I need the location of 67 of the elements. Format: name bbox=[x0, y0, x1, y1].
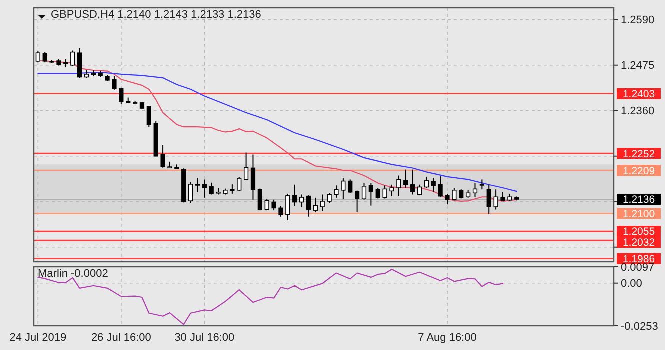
line-series bbox=[38, 268, 504, 326]
candlestick bbox=[272, 199, 276, 212]
candlestick bbox=[160, 144, 166, 168]
candlestick bbox=[396, 175, 402, 197]
candlestick bbox=[452, 188, 457, 202]
y-tick-label: 1.2360 bbox=[621, 106, 655, 118]
ref-line-label: 1.2032 bbox=[622, 237, 656, 250]
candlestick bbox=[119, 87, 124, 105]
y-tick-label: 1.2590 bbox=[621, 14, 655, 27]
x-tick-label: 26 Jul 16:00 bbox=[91, 332, 152, 344]
candlestick bbox=[404, 169, 408, 189]
candlestick bbox=[70, 50, 76, 67]
candlestick bbox=[306, 195, 312, 218]
candlestick bbox=[36, 51, 40, 64]
candlestick bbox=[382, 185, 388, 200]
candlestick bbox=[438, 176, 443, 198]
candlestick bbox=[354, 190, 360, 214]
ref-line-label: 1.2136 bbox=[622, 194, 656, 206]
candlestick bbox=[368, 182, 374, 206]
candlestick bbox=[188, 182, 194, 204]
candlestick bbox=[230, 184, 235, 194]
x-tick-label: 24 Jul 2019 bbox=[10, 332, 67, 344]
candlestick bbox=[258, 188, 262, 212]
ref-line-label: 1.2055 bbox=[622, 226, 656, 238]
candlestick bbox=[250, 154, 256, 200]
candlestick bbox=[286, 193, 290, 221]
x-tick-label: 7 Aug 16:00 bbox=[418, 332, 477, 344]
candlestick bbox=[299, 194, 304, 208]
candlestick bbox=[424, 176, 429, 189]
candlestick bbox=[244, 152, 249, 181]
candlestick bbox=[202, 179, 207, 198]
candlestick bbox=[237, 176, 242, 192]
candlestick bbox=[410, 169, 416, 196]
candlestick bbox=[334, 185, 339, 198]
candlestick bbox=[494, 189, 498, 210]
candlestick bbox=[42, 52, 48, 64]
candlestick bbox=[327, 192, 332, 204]
candlestick bbox=[313, 197, 318, 214]
candlestick bbox=[500, 192, 506, 202]
x-tick-label: 30 Jul 16:00 bbox=[174, 332, 235, 344]
ref-line-label: 1.2403 bbox=[622, 88, 656, 101]
ref-line-label: 1.2252 bbox=[622, 148, 656, 160]
candlestick bbox=[264, 198, 270, 212]
candlestick bbox=[431, 178, 436, 193]
candlestick bbox=[417, 184, 422, 196]
ref-line-label: 1.2100 bbox=[622, 208, 656, 220]
y-tick-label: 0.00 bbox=[621, 278, 642, 290]
candlestick bbox=[341, 178, 346, 200]
ref-line-label: 1.2209 bbox=[622, 165, 656, 178]
candlestick bbox=[472, 182, 478, 198]
chart-title: GBPUSD,H4 1.2140 1.2143 1.2133 1.2136 bbox=[51, 9, 262, 21]
candlestick bbox=[480, 179, 484, 190]
y-tick-label: -0.0253 bbox=[621, 320, 658, 333]
line-series bbox=[38, 72, 518, 192]
candlestick bbox=[112, 76, 117, 90]
candlestick bbox=[390, 184, 394, 197]
candlestick bbox=[348, 179, 353, 194]
candlestick bbox=[486, 184, 492, 216]
candlestick bbox=[362, 182, 367, 200]
candlestick bbox=[292, 184, 298, 207]
chart-title: Marlin -0.0002 bbox=[38, 268, 108, 280]
candlestick bbox=[445, 193, 450, 206]
y-tick-label: 1.2475 bbox=[621, 60, 655, 72]
candlestick bbox=[320, 194, 325, 212]
candlestick bbox=[146, 106, 152, 128]
candlestick bbox=[278, 206, 284, 218]
candlestick bbox=[195, 178, 200, 193]
